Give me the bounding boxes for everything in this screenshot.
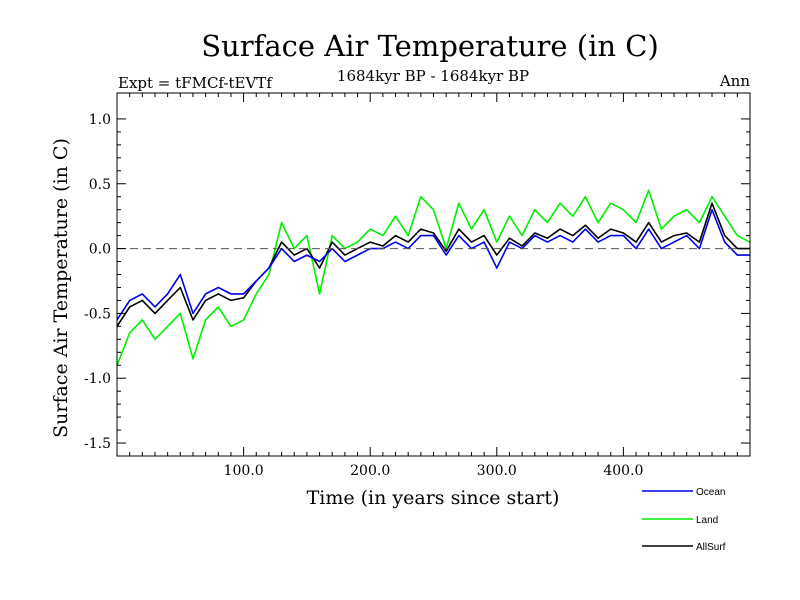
x-tick-label: 400.0 xyxy=(603,463,643,479)
x-tick-label: 200.0 xyxy=(350,463,390,479)
series-line-land xyxy=(117,189,750,366)
plot-area: 100.0 200.0 300.0 400.0 1.0 0.5 0.0 -0.5 -1.0 -1.… xyxy=(84,92,751,479)
y-tick-label: -1.5 xyxy=(84,436,111,452)
legend-label-ocean: Ocean xyxy=(696,487,725,498)
y-tick-label: 1.0 xyxy=(89,112,111,128)
legend-label-land: Land xyxy=(696,515,718,526)
x-tick-label: 100.0 xyxy=(224,463,264,479)
series-line-ocean xyxy=(117,208,750,321)
x-axis-label: Time (in years since start) xyxy=(307,487,560,509)
legend-entry-ocean: Ocean xyxy=(642,487,725,498)
x-tick-label: 300.0 xyxy=(477,463,517,479)
legend: Ocean Land AllSurf xyxy=(642,487,726,553)
legend-label-allsurf: AllSurf xyxy=(696,542,726,553)
season-annotation: Ann xyxy=(719,72,750,90)
series-layer xyxy=(117,189,750,366)
legend-entry-land: Land xyxy=(642,515,718,526)
y-axis-label: Surface Air Temperature (in C) xyxy=(50,138,72,438)
y-tick-label: -0.5 xyxy=(84,306,111,322)
chart-title: Surface Air Temperature (in C) xyxy=(201,29,659,63)
ticks-layer: 100.0 200.0 300.0 400.0 1.0 0.5 0.0 -0.5 -1.0 -1.… xyxy=(84,93,750,479)
chart-subtitle: 1684kyr BP - 1684kyr BP xyxy=(337,67,529,85)
legend-entry-allsurf: AllSurf xyxy=(642,542,726,553)
y-tick-label: 0.5 xyxy=(89,177,111,193)
y-tick-label: 0.0 xyxy=(89,242,111,258)
y-tick-label: -1.0 xyxy=(84,371,111,387)
experiment-annotation: Expt = tFMCf-tEVTf xyxy=(118,74,273,92)
series-line-allsurf xyxy=(117,202,750,327)
plot-frame xyxy=(116,92,751,457)
